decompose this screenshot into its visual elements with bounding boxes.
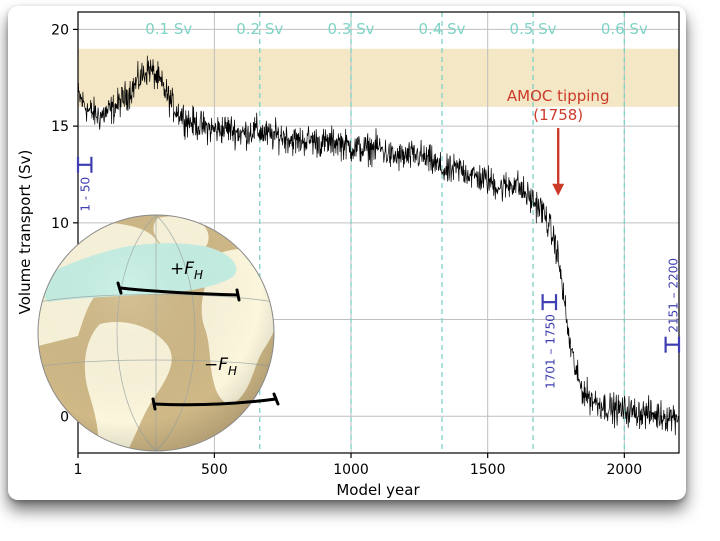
figure-card: 0.1 Sv 0.2 Sv 0.3 Sv 0.4 Sv 0.5 Sv 0.6 Sv 1 50… [8, 6, 686, 500]
annotation-year: (1758) [533, 106, 583, 124]
y-tick-label: 15 [51, 119, 69, 135]
forcing-level-label: 0.3 Sv [328, 20, 375, 38]
globe-outline [37, 214, 275, 452]
north-section-line [118, 286, 240, 297]
north-flux-label: +FH [170, 259, 203, 282]
forcing-level-label: 0.2 Sv [236, 20, 283, 38]
x-tick-label: 2000 [607, 462, 643, 478]
period-marker-label: 1 - 50 [79, 177, 93, 212]
transport-sections [116, 281, 280, 411]
x-axis-label: Model year [336, 481, 420, 499]
north-flux-subscript: H [194, 268, 203, 282]
forcing-level-label: 0.1 Sv [145, 20, 192, 38]
period-marker: 1 - 50 [76, 156, 93, 212]
y-tick-label: 10 [51, 216, 69, 232]
axes-frame [77, 11, 680, 454]
amoc-strength-line [78, 55, 679, 436]
forcing-level-label: 0.5 Sv [510, 20, 557, 38]
south-flux-label: −FH [204, 355, 237, 378]
south-section-line [152, 397, 278, 407]
period-marker-label: 1701 – 1750 [543, 314, 557, 389]
x-tick-label: 500 [201, 462, 228, 478]
y-axis-label: Volume transport (Sv) [16, 150, 34, 315]
period-markers: 1 - 50 1701 – 1750 2151 – 2200 [76, 156, 680, 389]
x-tick-label: 1500 [470, 462, 506, 478]
x-tick-label: 1000 [333, 462, 369, 478]
forcing-level-lines: 0.1 Sv 0.2 Sv 0.3 Sv 0.4 Sv 0.5 Sv 0.6 Sv [145, 12, 648, 453]
amoc-chart: 0.1 Sv 0.2 Sv 0.3 Sv 0.4 Sv 0.5 Sv 0.6 Sv 1 50… [16, 11, 680, 499]
period-marker: 1701 – 1750 [541, 294, 557, 389]
forcing-level-label: 0.6 Sv [601, 20, 648, 38]
tipping-annotation: AMOC tipping (1758) [507, 87, 610, 196]
y-tick-label: 20 [51, 22, 69, 38]
south-flux-text: −F [204, 355, 228, 375]
forcing-level-label: 0.4 Sv [419, 20, 466, 38]
annotation-title: AMOC tipping [507, 87, 610, 105]
period-marker-label: 2151 – 2200 [666, 258, 680, 333]
north-flux-text: +F [170, 259, 194, 279]
south-section-right-tick [272, 392, 280, 406]
period-marker: 2151 – 2200 [664, 258, 680, 353]
globe-shading [38, 215, 274, 451]
y-tick-label: 0 [60, 409, 69, 425]
north-section-right-tick [235, 288, 241, 302]
x-tick-label: 1 [74, 462, 83, 478]
observed-range-band [78, 48, 679, 107]
globe-inset: +FH −FH [37, 214, 280, 452]
south-section-left-tick [151, 397, 157, 411]
south-flux-subscript: H [228, 364, 237, 378]
north-section-left-tick [116, 281, 123, 295]
annotation-arrowhead [552, 183, 565, 196]
